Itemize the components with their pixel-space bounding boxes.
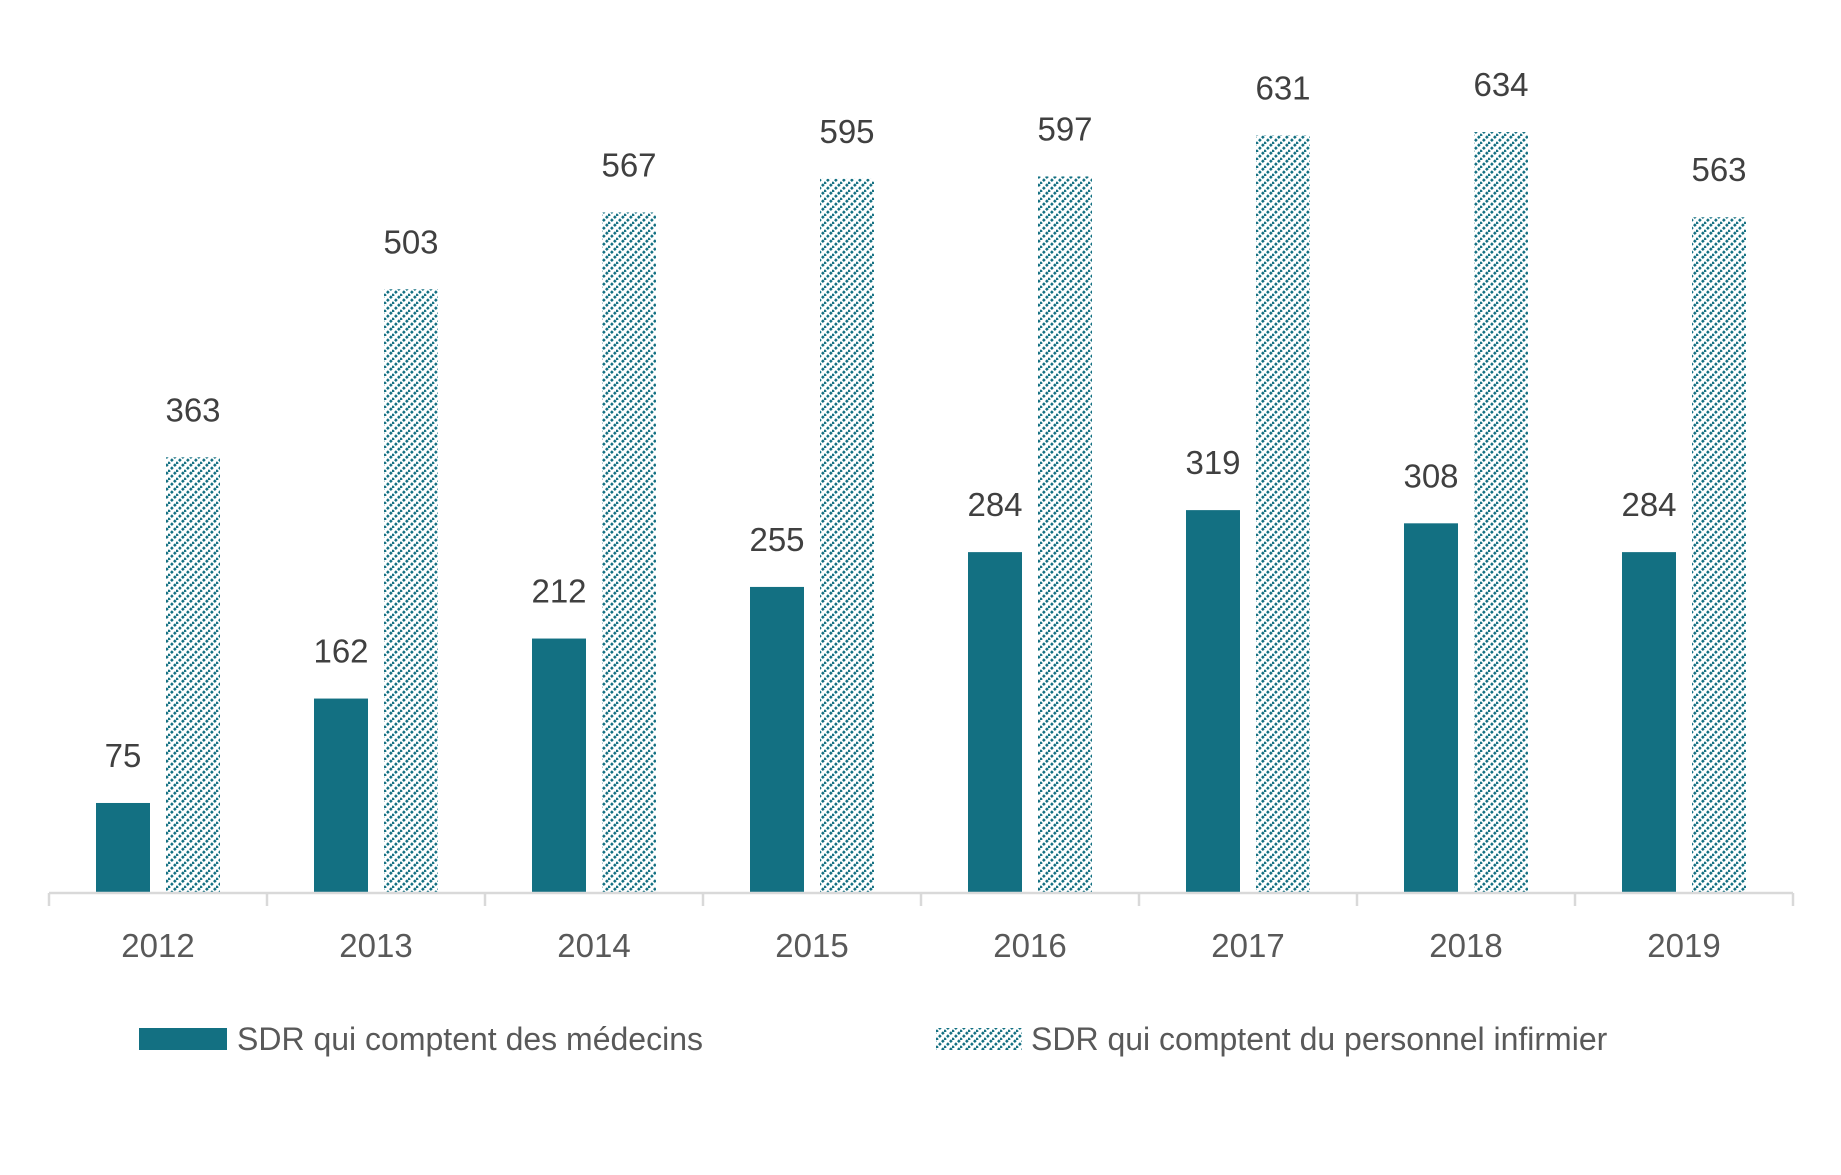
data-label-medecins-2014: 212 bbox=[531, 573, 586, 610]
data-label-infirmier-2012: 363 bbox=[165, 391, 220, 428]
bar-infirmier-2015 bbox=[820, 178, 874, 893]
bar-medecins-2016 bbox=[968, 552, 1022, 893]
bar-infirmier-2014 bbox=[602, 212, 656, 894]
data-label-infirmier-2016: 597 bbox=[1037, 110, 1092, 147]
bar-medecins-2014 bbox=[532, 638, 586, 893]
x-tick-label-2015: 2015 bbox=[775, 927, 848, 964]
data-label-medecins-2015: 255 bbox=[749, 521, 804, 558]
bar-medecins-2017 bbox=[1186, 510, 1240, 893]
bars-group bbox=[96, 132, 1746, 894]
bar-infirmier-2016 bbox=[1038, 176, 1092, 893]
data-label-medecins-2017: 319 bbox=[1185, 444, 1240, 481]
bar-infirmier-2012 bbox=[166, 457, 220, 893]
data-label-medecins-2018: 308 bbox=[1403, 457, 1458, 494]
bar-infirmier-2019 bbox=[1692, 217, 1746, 893]
bar-medecins-2018 bbox=[1404, 523, 1458, 893]
x-tick-label-2018: 2018 bbox=[1429, 927, 1502, 964]
legend-swatch-solid bbox=[139, 1028, 227, 1050]
legend-swatch-hatched bbox=[936, 1028, 1022, 1050]
data-label-infirmier-2014: 567 bbox=[601, 146, 656, 183]
data-labels-group: 75 363 162 503 212 567 255 595 284 597 319 631 308 63… bbox=[105, 66, 1747, 774]
data-label-medecins-2012: 75 bbox=[105, 737, 142, 774]
legend-item-medecins[interactable]: SDR qui comptent des médecins bbox=[139, 1021, 703, 1057]
x-tick-label-2012: 2012 bbox=[121, 927, 194, 964]
data-label-infirmier-2015: 595 bbox=[819, 113, 874, 150]
data-label-infirmier-2013: 503 bbox=[383, 223, 438, 260]
data-label-medecins-2016: 284 bbox=[967, 486, 1022, 523]
bar-medecins-2012 bbox=[96, 802, 150, 893]
bar-medecins-2015 bbox=[750, 586, 804, 893]
x-tick-label-2014: 2014 bbox=[557, 927, 630, 964]
data-label-infirmier-2017: 631 bbox=[1255, 70, 1310, 107]
data-label-medecins-2013: 162 bbox=[313, 633, 368, 670]
bar-medecins-2013 bbox=[314, 698, 368, 893]
bar-infirmier-2013 bbox=[384, 289, 438, 893]
x-tick-label-2017: 2017 bbox=[1211, 927, 1284, 964]
bar-infirmier-2018 bbox=[1474, 132, 1528, 894]
x-axis: 2012 2013 2014 2015 2016 2017 2018 2019 bbox=[47, 891, 1795, 964]
legend: SDR qui comptent des médecins SDR qui co… bbox=[139, 1021, 1608, 1057]
legend-label-medecins: SDR qui comptent des médecins bbox=[237, 1021, 703, 1057]
x-tick-label-2019: 2019 bbox=[1647, 927, 1720, 964]
x-tick-label-2013: 2013 bbox=[339, 927, 412, 964]
legend-label-infirmier: SDR qui comptent du personnel infirmier bbox=[1031, 1021, 1608, 1057]
data-label-infirmier-2018: 634 bbox=[1473, 66, 1528, 103]
data-label-medecins-2019: 284 bbox=[1621, 486, 1676, 523]
bar-infirmier-2017 bbox=[1256, 135, 1310, 893]
data-label-infirmier-2019: 563 bbox=[1691, 151, 1746, 188]
bar-medecins-2019 bbox=[1622, 552, 1676, 893]
x-tick-label-2016: 2016 bbox=[993, 927, 1066, 964]
legend-item-infirmier[interactable]: SDR qui comptent du personnel infirmier bbox=[936, 1021, 1608, 1057]
